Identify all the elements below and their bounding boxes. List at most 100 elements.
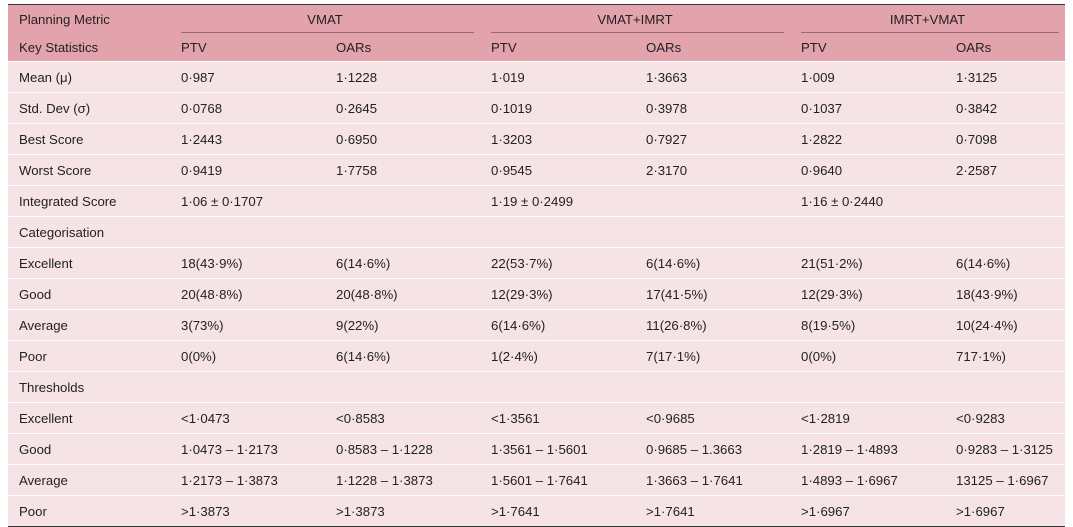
table-cell: 1·5601 – 1·7641 [480, 464, 635, 496]
table-cell: >1·6967 [945, 495, 1066, 527]
group-label-vmat-imrt: VMAT+IMRT [597, 11, 673, 27]
row-label-cell: Average [8, 309, 170, 341]
table-cell: 6(14·6%) [325, 340, 480, 372]
table-cell: 9(22%) [325, 309, 480, 341]
table-cell [945, 185, 1066, 217]
table-cell: 0·3978 [635, 92, 791, 124]
table-row: Worst Score 0·9419 1·7758 0·9545 2·3170 0·964… [8, 154, 1066, 186]
table-row: Thresholds [8, 371, 1066, 403]
table-cell: 0·8583 – 1·1228 [325, 433, 480, 465]
table-cell: 0(0%) [170, 340, 325, 372]
table-cell: >1·3873 [170, 495, 325, 527]
subcol-header-oars: OARs [325, 33, 480, 62]
table-cell: 1·3125 [945, 61, 1066, 93]
table-cell: 20(48·8%) [170, 278, 325, 310]
table-cell: 11(26·8%) [635, 309, 791, 341]
table-cell [480, 216, 635, 248]
table-cell [170, 216, 325, 248]
table-cell: 1·7758 [325, 154, 480, 186]
table-cell: 1·0473 – 1·2173 [170, 433, 325, 465]
table-cell: 1(2·4%) [480, 340, 635, 372]
table-cell: 6(14·6%) [945, 247, 1066, 279]
subcol-header-ptv: PTV [790, 33, 946, 62]
table-cell: 1·06 ± 0·1707 [170, 185, 325, 217]
table-row: Poor 0(0%) 6(14·6%) 1(2·4%) 7(17·1%) 0(0%) 717… [8, 340, 1066, 372]
table-cell: 22(53·7%) [480, 247, 635, 279]
table-row: Good 20(48·8%) 20(48·8%) 12(29·3%) 17(41·5%)… [8, 278, 1066, 310]
table-cell: 0·6950 [325, 123, 480, 155]
table-row: Excellent <1·0473 <0·8583 <1·3561 <0·9685 <1·… [8, 402, 1066, 434]
table-cell: 0·1037 [790, 92, 946, 124]
table-cell: 3(73%) [170, 309, 325, 341]
row-label-cell: Mean (μ) [8, 61, 170, 93]
table-cell: 1·2443 [170, 123, 325, 155]
table-cell: 1·1228 [325, 61, 480, 93]
table-row: Poor >1·3873 >1·3873 >1·7641 >1·7641 >1·6967 >… [8, 495, 1066, 527]
group-label-vmat: VMAT [307, 11, 343, 27]
table-cell: 7(17·1%) [635, 340, 791, 372]
table-cell: 717·1%) [945, 340, 1066, 372]
table-row: Excellent 18(43·9%) 6(14·6%) 22(53·7%) 6(14·… [8, 247, 1066, 279]
table-cell: 18(43·9%) [945, 278, 1066, 310]
table-cell: 17(41·5%) [635, 278, 791, 310]
table-cell [170, 371, 325, 403]
table-cell: 2·2587 [945, 154, 1066, 186]
table-cell: 1·1228 – 1·3873 [325, 464, 480, 496]
table-cell: 12(29·3%) [480, 278, 635, 310]
table-cell: <0·9283 [945, 402, 1066, 434]
planning-metric-table: Planning Metric VMAT VMAT+IMRT IMRT+VMAT… [8, 4, 1066, 527]
table-cell: 0·9283 – 1·3125 [945, 433, 1066, 465]
table-cell [635, 371, 791, 403]
table-row: Average 1·2173 – 1·3873 1·1228 – 1·3873 1·5… [8, 464, 1066, 496]
table-cell [635, 216, 791, 248]
table-cell [945, 216, 1066, 248]
table-body: Mean (μ) 0·987 1·1228 1·019 1·3663 1·009 1·312… [8, 61, 1066, 527]
row-label-cell: Categorisation [8, 216, 170, 248]
table-cell [325, 216, 480, 248]
group-header-vmat-imrt: VMAT+IMRT [480, 4, 791, 33]
table-cell: <1·0473 [170, 402, 325, 434]
table-cell: 1·009 [790, 61, 946, 93]
table-cell: 2·3170 [635, 154, 791, 186]
table-cell: 1·019 [480, 61, 635, 93]
table-cell: 0·9640 [790, 154, 946, 186]
table-cell: 8(19·5%) [790, 309, 946, 341]
table-cell: 0·7098 [945, 123, 1066, 155]
table-row: Good 1·0473 – 1·2173 0·8583 – 1·1228 1·3561… [8, 433, 1066, 465]
table-cell: 21(51·2%) [790, 247, 946, 279]
table-cell [945, 371, 1066, 403]
table-row: Std. Dev (σ) 0·0768 0·2645 0·1019 0·3978 0·10… [8, 92, 1066, 124]
statistics-table-container: Planning Metric VMAT VMAT+IMRT IMRT+VMAT… [8, 4, 1066, 527]
table-cell: 1·3663 – 1·7641 [635, 464, 791, 496]
table-cell: >1·6967 [790, 495, 946, 527]
table-cell: 18(43·9%) [170, 247, 325, 279]
row-label-cell: Poor [8, 495, 170, 527]
row-label-cell: Good [8, 278, 170, 310]
table-cell: 1·3663 [635, 61, 791, 93]
subcol-header-oars: OARs [945, 33, 1066, 62]
table-cell [790, 216, 946, 248]
header-row-groups: Planning Metric VMAT VMAT+IMRT IMRT+VMAT [8, 4, 1066, 33]
subcol-header-ptv: PTV [480, 33, 635, 62]
table-cell: 1·3561 – 1·5601 [480, 433, 635, 465]
table-cell: 1·19 ± 0·2499 [480, 185, 635, 217]
table-cell: 0(0%) [790, 340, 946, 372]
row-label-cell: Integrated Score [8, 185, 170, 217]
table-cell: 1·2819 – 1·4893 [790, 433, 946, 465]
table-cell: 0·1019 [480, 92, 635, 124]
group-underline [801, 32, 1060, 33]
table-cell: <1·2819 [790, 402, 946, 434]
row-label-cell: Poor [8, 340, 170, 372]
table-cell: 20(48·8%) [325, 278, 480, 310]
table-cell: 1·16 ± 0·2440 [790, 185, 946, 217]
table-cell [790, 371, 946, 403]
table-cell: 6(14·6%) [635, 247, 791, 279]
table-cell [480, 371, 635, 403]
row-label-cell: Worst Score [8, 154, 170, 186]
table-cell: 0·9419 [170, 154, 325, 186]
table-cell: 0·0768 [170, 92, 325, 124]
table-cell: >1·3873 [325, 495, 480, 527]
group-underline [491, 32, 785, 33]
table-row: Categorisation [8, 216, 1066, 248]
group-header-vmat: VMAT [170, 4, 480, 33]
